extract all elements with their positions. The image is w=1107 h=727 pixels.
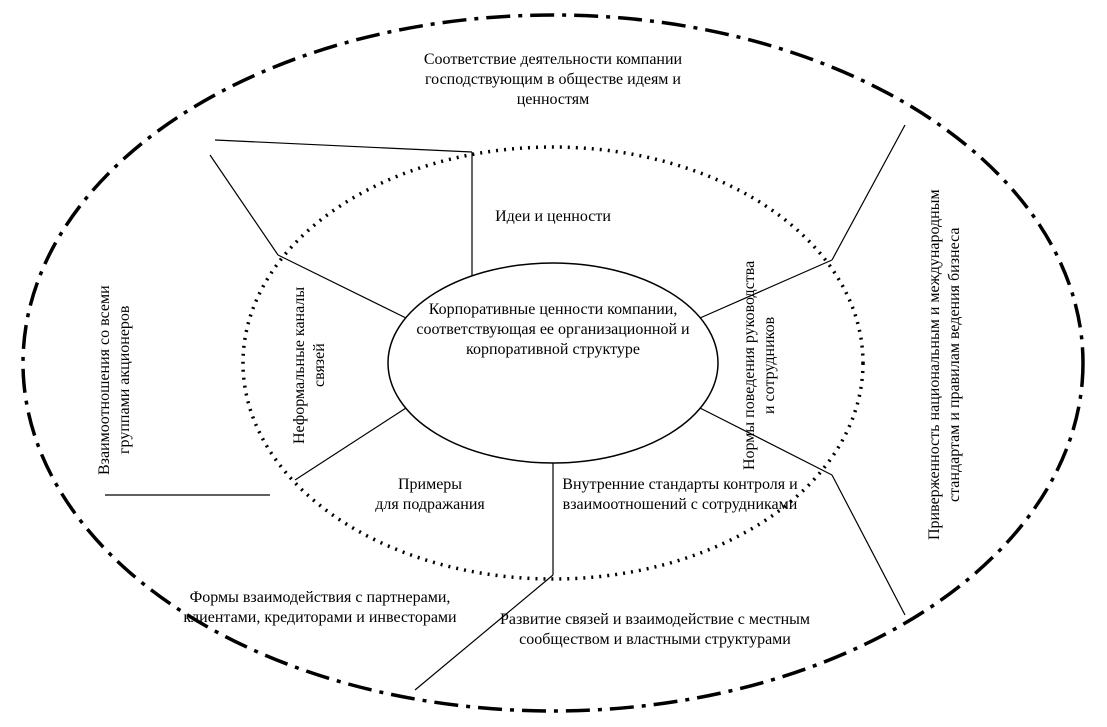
middle-right-label: Нормы поведения руководства и сотруднико… bbox=[740, 260, 810, 470]
outer-right-label: Приверженность национальным и международ… bbox=[925, 155, 1015, 575]
outer-top-label: Соответствие деятельности компании госпо… bbox=[393, 50, 713, 110]
middle-top-label: Идеи и ценности bbox=[443, 207, 663, 227]
middle-left-label: Неформальные каналы связей bbox=[290, 275, 345, 455]
outer-bottom-left-label: Формы взаимодействия с партнерами, клиен… bbox=[180, 588, 460, 628]
outer-bottom-right-label: Развитие связей и взаимодействие с местн… bbox=[475, 610, 835, 650]
middle-bottom-right-label: Внутренние стандарты контроля и взаимоот… bbox=[525, 475, 835, 515]
middle-bottom-left-label: Примеры для подражания bbox=[330, 475, 530, 515]
center-label: Корпоративные ценности компании, соответ… bbox=[403, 300, 703, 360]
outer-left-label: Взаимоотношения со всеми группами акцион… bbox=[95, 270, 165, 490]
